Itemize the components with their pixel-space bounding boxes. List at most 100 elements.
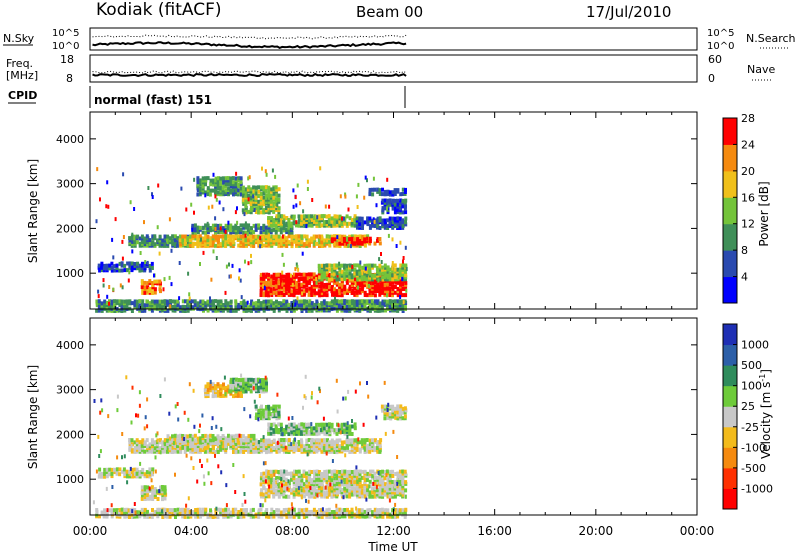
- data-cell: [295, 424, 299, 429]
- data-cell: [209, 433, 213, 438]
- data-cell: [295, 284, 299, 289]
- data-cell: [393, 514, 397, 519]
- data-cell: [214, 234, 218, 239]
- data-cell: [110, 266, 114, 270]
- data-cell: [315, 234, 319, 239]
- data-cell: [335, 474, 339, 478]
- data-cell: [201, 442, 205, 447]
- data-cell: [302, 444, 306, 449]
- data-cell: [327, 486, 331, 491]
- data-cell: [226, 242, 230, 247]
- data-cell: [221, 186, 225, 191]
- data-cell: [262, 378, 266, 383]
- data-cell: [100, 265, 104, 270]
- data-cell: [360, 438, 364, 443]
- data-cell: [280, 471, 284, 476]
- data-cell: [112, 299, 116, 304]
- data-cell: [404, 210, 408, 215]
- data-cell: [107, 472, 111, 477]
- data-cell: [341, 469, 344, 474]
- data-cell: [399, 482, 403, 487]
- data-cell: [305, 422, 309, 427]
- data-cell: [231, 263, 234, 268]
- data-cell: [143, 280, 147, 285]
- data-cell: [242, 234, 246, 239]
- data-cell: [135, 299, 139, 304]
- data-cell: [391, 305, 394, 309]
- data-cell: [323, 438, 327, 443]
- data-cell: [378, 490, 382, 495]
- data-cell: [335, 514, 339, 519]
- data-cell: [391, 488, 395, 492]
- data-cell: [193, 433, 197, 438]
- data-cell: [292, 285, 296, 290]
- data-cell: [320, 475, 324, 480]
- data-cell: [356, 305, 359, 309]
- data-cell: [308, 218, 312, 223]
- data-cell: [373, 488, 377, 493]
- data-cell: [333, 510, 337, 514]
- data-cell: [348, 512, 352, 517]
- data-cell: [308, 274, 312, 279]
- data-cell: [358, 514, 362, 519]
- data-cell: [135, 514, 139, 519]
- data-cell: [113, 467, 116, 472]
- data-cell: [259, 482, 263, 487]
- data-cell: [375, 508, 379, 513]
- data-cell: [335, 482, 339, 486]
- data-cell: [100, 510, 104, 515]
- data-cell: [361, 265, 365, 270]
- data-cell: [242, 444, 246, 449]
- data-cell: [267, 490, 271, 495]
- data-cell: [239, 512, 243, 517]
- data-cell: [204, 226, 208, 231]
- data-cell: [141, 447, 145, 452]
- data-cell: [217, 440, 220, 445]
- data-cell: [115, 265, 119, 270]
- data-cell: [166, 243, 170, 248]
- data-cell: [240, 387, 243, 392]
- data-cell: [323, 220, 327, 225]
- data-cell: [351, 486, 354, 491]
- data-cell: [209, 388, 213, 393]
- data-cell: [95, 508, 99, 512]
- data-cell: [202, 507, 205, 512]
- data-cell: [338, 470, 342, 474]
- data-cell: [335, 469, 339, 474]
- data-cell: [146, 285, 150, 290]
- data-cell: [217, 446, 221, 450]
- data-cell: [348, 289, 352, 293]
- data-cell: [274, 230, 278, 235]
- data-cell: [323, 267, 327, 272]
- data-cell: [310, 426, 314, 431]
- data-cell: [242, 304, 245, 309]
- data-cell: [140, 510, 144, 514]
- data-cell: [338, 490, 342, 495]
- data-cell: [366, 514, 370, 519]
- data-cell: [363, 290, 367, 295]
- data-cell: [229, 440, 233, 445]
- data-cell: [234, 230, 238, 235]
- data-cell: [100, 471, 104, 476]
- data-cell: [204, 230, 208, 235]
- colorbar-swatch: [723, 197, 737, 225]
- data-cell: [196, 242, 200, 247]
- data-cell: [140, 507, 144, 512]
- data-cell: [209, 508, 212, 513]
- data-cell: [143, 495, 147, 499]
- data-cell: [247, 261, 250, 266]
- data-cell: [389, 192, 392, 197]
- data-cell: [378, 470, 382, 474]
- data-cell: [246, 228, 250, 233]
- data-cell: [145, 234, 149, 239]
- data-cell: [272, 286, 276, 291]
- data-cell: [267, 416, 271, 421]
- data-cell: [285, 227, 288, 232]
- data-cell: [102, 283, 105, 288]
- data-cell: [381, 494, 385, 499]
- data-cell: [170, 248, 173, 253]
- data-cell: [277, 197, 281, 202]
- data-cell: [326, 277, 329, 282]
- data-cell: [128, 440, 132, 445]
- data-cell: [396, 305, 400, 309]
